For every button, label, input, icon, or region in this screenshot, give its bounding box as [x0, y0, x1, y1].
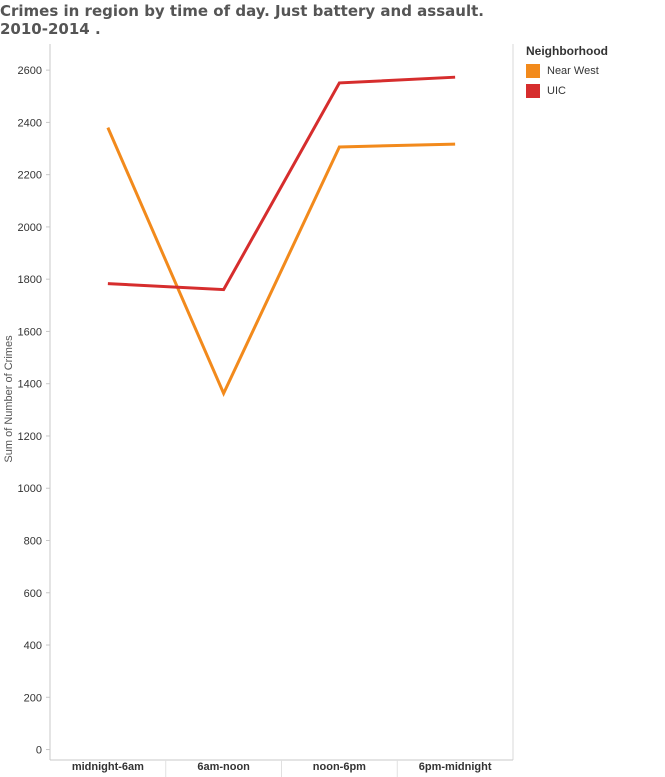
y-tick-label: 1400	[18, 379, 42, 391]
y-tick-label: 1600	[18, 326, 42, 338]
y-tick-label: 2600	[18, 65, 42, 77]
legend-item-near-west[interactable]: Near West	[526, 61, 608, 81]
legend-label: Near West	[547, 65, 599, 77]
legend-swatch-uic	[526, 84, 540, 98]
legend: Neighborhood Near West UIC	[526, 44, 608, 101]
y-tick-label: 2200	[18, 170, 42, 182]
legend-title: Neighborhood	[526, 44, 608, 58]
x-tick-label: 6am-noon	[197, 761, 250, 773]
y-tick-label: 400	[24, 640, 42, 652]
y-tick-label: 200	[24, 692, 42, 704]
y-tick-label: 2000	[18, 222, 42, 234]
y-axis-title: Sum of Number of Crimes	[3, 335, 15, 463]
y-tick-label: 0	[36, 745, 42, 757]
chart-title: Crimes in region by time of day. Just ba…	[0, 2, 484, 38]
series-line-uic[interactable]	[107, 75, 456, 292]
legend-swatch-near-west	[526, 64, 540, 78]
x-tick-label: midnight-6am	[72, 761, 144, 773]
series-line-near-west[interactable]	[106, 127, 456, 398]
y-tick-label: 600	[24, 588, 42, 600]
y-axis-ticks: 0 200 400 600 800 1000 1200 1400 1600 1800 2000 220…	[18, 65, 50, 757]
x-axis-labels: midnight-6am 6am-noon noon-6pm 6pm-midnight	[72, 760, 492, 777]
legend-label: UIC	[547, 85, 566, 97]
y-tick-label: 2400	[18, 117, 42, 129]
y-tick-label: 1800	[18, 274, 42, 286]
x-tick-label: noon-6pm	[313, 761, 366, 773]
y-tick-label: 1200	[18, 431, 42, 443]
y-tick-label: 800	[24, 535, 42, 547]
x-tick-label: 6pm-midnight	[419, 761, 492, 773]
series-lines	[106, 75, 456, 398]
y-tick-label: 1000	[18, 483, 42, 495]
legend-item-uic[interactable]: UIC	[526, 81, 608, 101]
